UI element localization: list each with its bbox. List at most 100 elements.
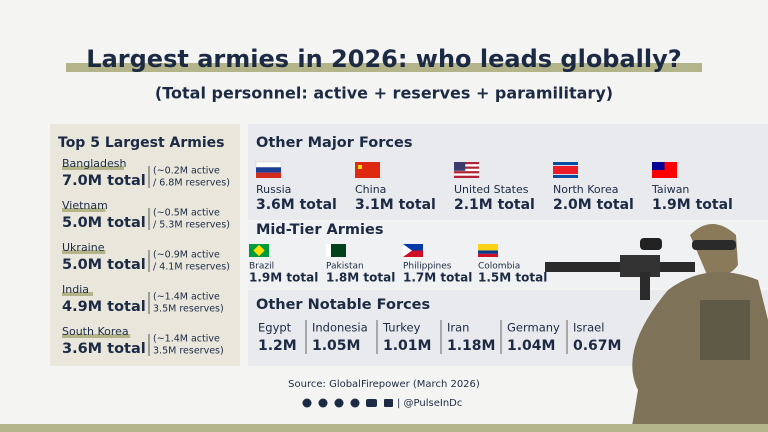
total: 1.9M total [249, 271, 318, 285]
flag-part [256, 172, 281, 178]
country: Bangladesh [62, 157, 127, 170]
source: Source: GlobalFirepower (March 2026) [288, 379, 480, 390]
breakdown: / 6.8M reserves) [153, 178, 230, 189]
country: Colombia [478, 262, 520, 272]
breakdown: 3.5M reserves) [153, 304, 224, 315]
total: 1.5M total [478, 271, 547, 285]
total: 1.7M total [403, 271, 472, 285]
country: Russia [256, 183, 291, 196]
soldier [545, 224, 768, 432]
flag [403, 244, 423, 257]
flag-part [454, 162, 466, 171]
handle: | @PulseInDc [397, 398, 462, 409]
total: 2.0M total [553, 197, 634, 213]
breakdown: 3.5M reserves) [153, 346, 224, 357]
country: Germany [507, 321, 560, 335]
flag-part [326, 244, 331, 257]
total: 0.67M [573, 338, 621, 354]
flag [249, 244, 269, 257]
title: Largest armies in 2026: who leads global… [86, 45, 681, 73]
country: China [355, 183, 386, 196]
flag-part [454, 171, 479, 174]
country: Ukraine [62, 241, 105, 254]
country: North Korea [553, 183, 618, 196]
total: 1.04M [507, 338, 555, 354]
country: United States [454, 183, 529, 196]
flag-part [403, 244, 423, 251]
flag [652, 162, 677, 178]
breakdown: / 4.1M reserves) [153, 262, 230, 273]
country-highlight [62, 166, 124, 170]
social-icons [302, 398, 393, 408]
total: 5.0M total [62, 257, 146, 273]
country-highlight [62, 292, 93, 296]
breakdown: (~0.2M active [153, 166, 220, 177]
flag-part [478, 250, 498, 254]
total: 5.0M total [62, 215, 146, 231]
country: Brazil [249, 262, 274, 272]
flag-part [253, 244, 265, 257]
flag-part [454, 175, 479, 178]
flag [553, 162, 578, 178]
breakdown: / 5.3M reserves) [153, 220, 230, 231]
flag-part [454, 162, 479, 165]
title-highlight [66, 63, 702, 72]
flag-part [454, 173, 479, 176]
flag-part [454, 164, 479, 167]
flag-part [454, 168, 479, 172]
flag-part [652, 162, 665, 170]
country-highlight [62, 334, 131, 338]
country: Turkey [382, 321, 421, 335]
flag-part [358, 165, 362, 169]
flag-part [256, 167, 281, 173]
country-highlight [62, 250, 106, 254]
country: Philippines [403, 262, 452, 272]
breakdown: (~1.4M active [153, 334, 220, 345]
total: 4.9M total [62, 299, 146, 315]
top5-panel [50, 124, 240, 366]
flag-part [553, 166, 578, 174]
flag-part [454, 166, 479, 169]
flag [454, 162, 479, 178]
total: 2.1M total [454, 197, 535, 213]
flag [478, 244, 498, 257]
flag-part [403, 244, 412, 257]
bottom-strip [0, 424, 768, 432]
total: 1.01M [383, 338, 431, 354]
total: 7.0M total [62, 173, 146, 189]
flag-part [403, 250, 423, 257]
total: 3.6M total [256, 197, 337, 213]
country: South Korea [62, 325, 129, 338]
total: 1.9M total [652, 197, 733, 213]
total: 1.05M [312, 338, 360, 354]
flag-part [478, 244, 498, 251]
total: 3.6M total [62, 341, 146, 357]
subtitle: (Total personnel: active + reserves + pa… [155, 84, 613, 103]
country: Vietnam [62, 199, 108, 212]
country-highlight [62, 208, 106, 212]
section-title: Mid-Tier Armies [256, 222, 383, 238]
breakdown: (~0.9M active [153, 250, 220, 261]
section-title: Top 5 Largest Armies [58, 135, 224, 151]
country: Taiwan [651, 183, 689, 196]
total: 1.8M total [326, 271, 395, 285]
country: Indonesia [312, 321, 368, 335]
breakdown: (~0.5M active [153, 208, 220, 219]
total: 3.1M total [355, 197, 436, 213]
flag-part [255, 161, 282, 168]
country: India [62, 283, 89, 296]
country: Iran [447, 321, 469, 335]
flag [255, 161, 282, 178]
country: Pakistan [326, 262, 364, 272]
total: 1.18M [447, 338, 495, 354]
total: 1.2M [258, 338, 297, 354]
flag-part [355, 162, 380, 178]
breakdown: (~1.4M active [153, 292, 220, 303]
section-title: Other Major Forces [256, 135, 412, 151]
flag [355, 162, 380, 178]
country: Israel [573, 321, 604, 335]
section-title: Other Notable Forces [256, 297, 430, 313]
major-panel [248, 124, 768, 220]
